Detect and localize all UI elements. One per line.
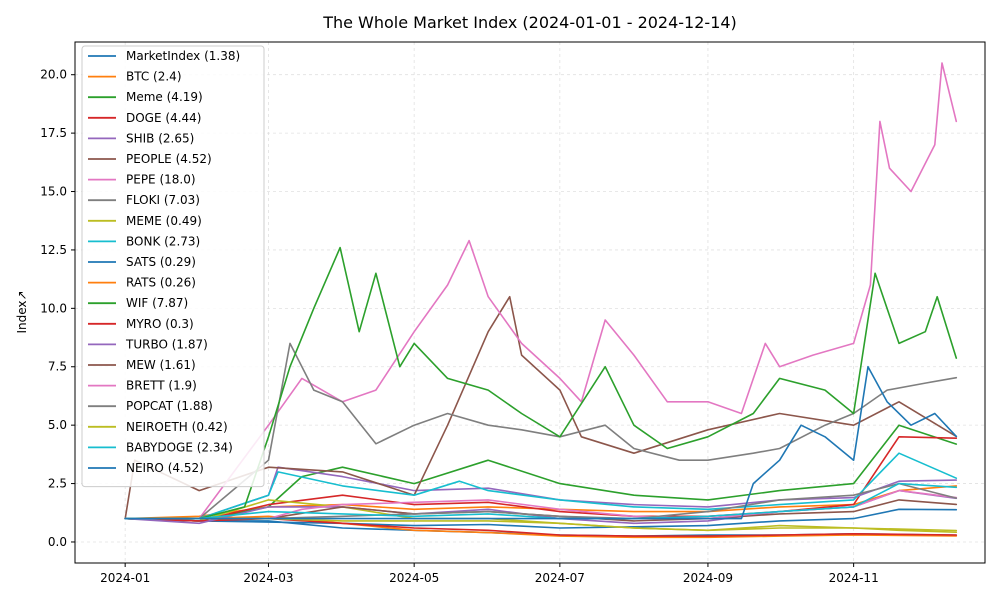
y-tick-label: 12.5: [40, 243, 67, 257]
series-line-bonk: [124, 452, 958, 520]
legend-label: RATS (0.26): [126, 276, 196, 290]
series-line-wif: [124, 246, 958, 520]
legend-label: MEW (1.61): [126, 358, 196, 372]
legend-label: FLOKI (7.03): [126, 193, 200, 207]
y-axis-label: Index↗: [15, 290, 29, 333]
legend-label: MEME (0.49): [126, 214, 202, 228]
legend-label: NEIROETH (0.42): [126, 420, 228, 434]
y-axis: 0.0 2.5 5.0 7.5 10.0 12.5 15.0 17.5 20.0: [40, 68, 75, 549]
plot-frame: [74, 41, 986, 564]
series-line-pepe: [124, 62, 958, 520]
legend-label: BRETT (1.9): [126, 379, 197, 393]
x-tick-label: 2024-11: [829, 571, 879, 585]
legend-label: Meme (4.19): [126, 90, 203, 104]
series-lines: [124, 62, 958, 539]
y-tick-label: 17.5: [40, 126, 67, 140]
x-tick-label: 2024-07: [535, 571, 585, 585]
legend-label: DOGE (4.44): [126, 111, 201, 125]
legend-label: PEOPLE (4.52): [126, 152, 212, 166]
series-line-popcat: [124, 482, 958, 520]
legend-label: BONK (2.73): [126, 234, 200, 248]
legend-label: NEIRO (4.52): [126, 461, 204, 475]
y-tick-label: 10.0: [40, 301, 67, 315]
legend: MarketIndex (1.38) BTC (2.4) Meme (4.19) DO…: [81, 45, 265, 488]
legend-label: PEPE (18.0): [126, 173, 196, 187]
chart-title: The Whole Market Index (2024-01-01 - 202…: [322, 13, 737, 32]
legend-label: MYRO (0.3): [126, 317, 194, 331]
series-line-marketindex: [124, 508, 958, 529]
y-tick-label: 7.5: [48, 360, 67, 374]
series-line-neiro: [124, 365, 958, 520]
legend-label: TURBO (1.87): [125, 337, 208, 351]
legend-label: SHIB (2.65): [126, 131, 194, 145]
y-tick-label: 15.0: [40, 185, 67, 199]
series-line-neiroeth: [124, 517, 958, 534]
y-tick-label: 20.0: [40, 68, 67, 82]
y-tick-label: 2.5: [48, 477, 67, 491]
series-line-doge: [124, 435, 958, 522]
legend-label: WIF (7.87): [126, 296, 188, 310]
legend-label: MarketIndex (1.38): [126, 49, 240, 63]
legend-label: BABYDOGE (2.34): [126, 440, 233, 454]
legend-label: BTC (2.4): [126, 70, 182, 84]
x-tick-label: 2024-03: [243, 571, 293, 585]
legend-label: POPCAT (1.88): [126, 399, 213, 413]
series-line-rats: [124, 515, 958, 539]
x-tick-label: 2024-01: [100, 571, 150, 585]
x-tick-label: 2024-09: [683, 571, 733, 585]
x-axis: 2024-01 2024-03 2024-05 2024-07 2024-09 2024-…: [100, 563, 879, 585]
y-tick-label: 0.0: [48, 535, 67, 549]
legend-label: SATS (0.29): [126, 255, 196, 269]
x-tick-label: 2024-05: [389, 571, 439, 585]
legend-box: [81, 45, 265, 488]
series-line-meme: [124, 424, 958, 522]
y-tick-label: 5.0: [48, 418, 67, 432]
